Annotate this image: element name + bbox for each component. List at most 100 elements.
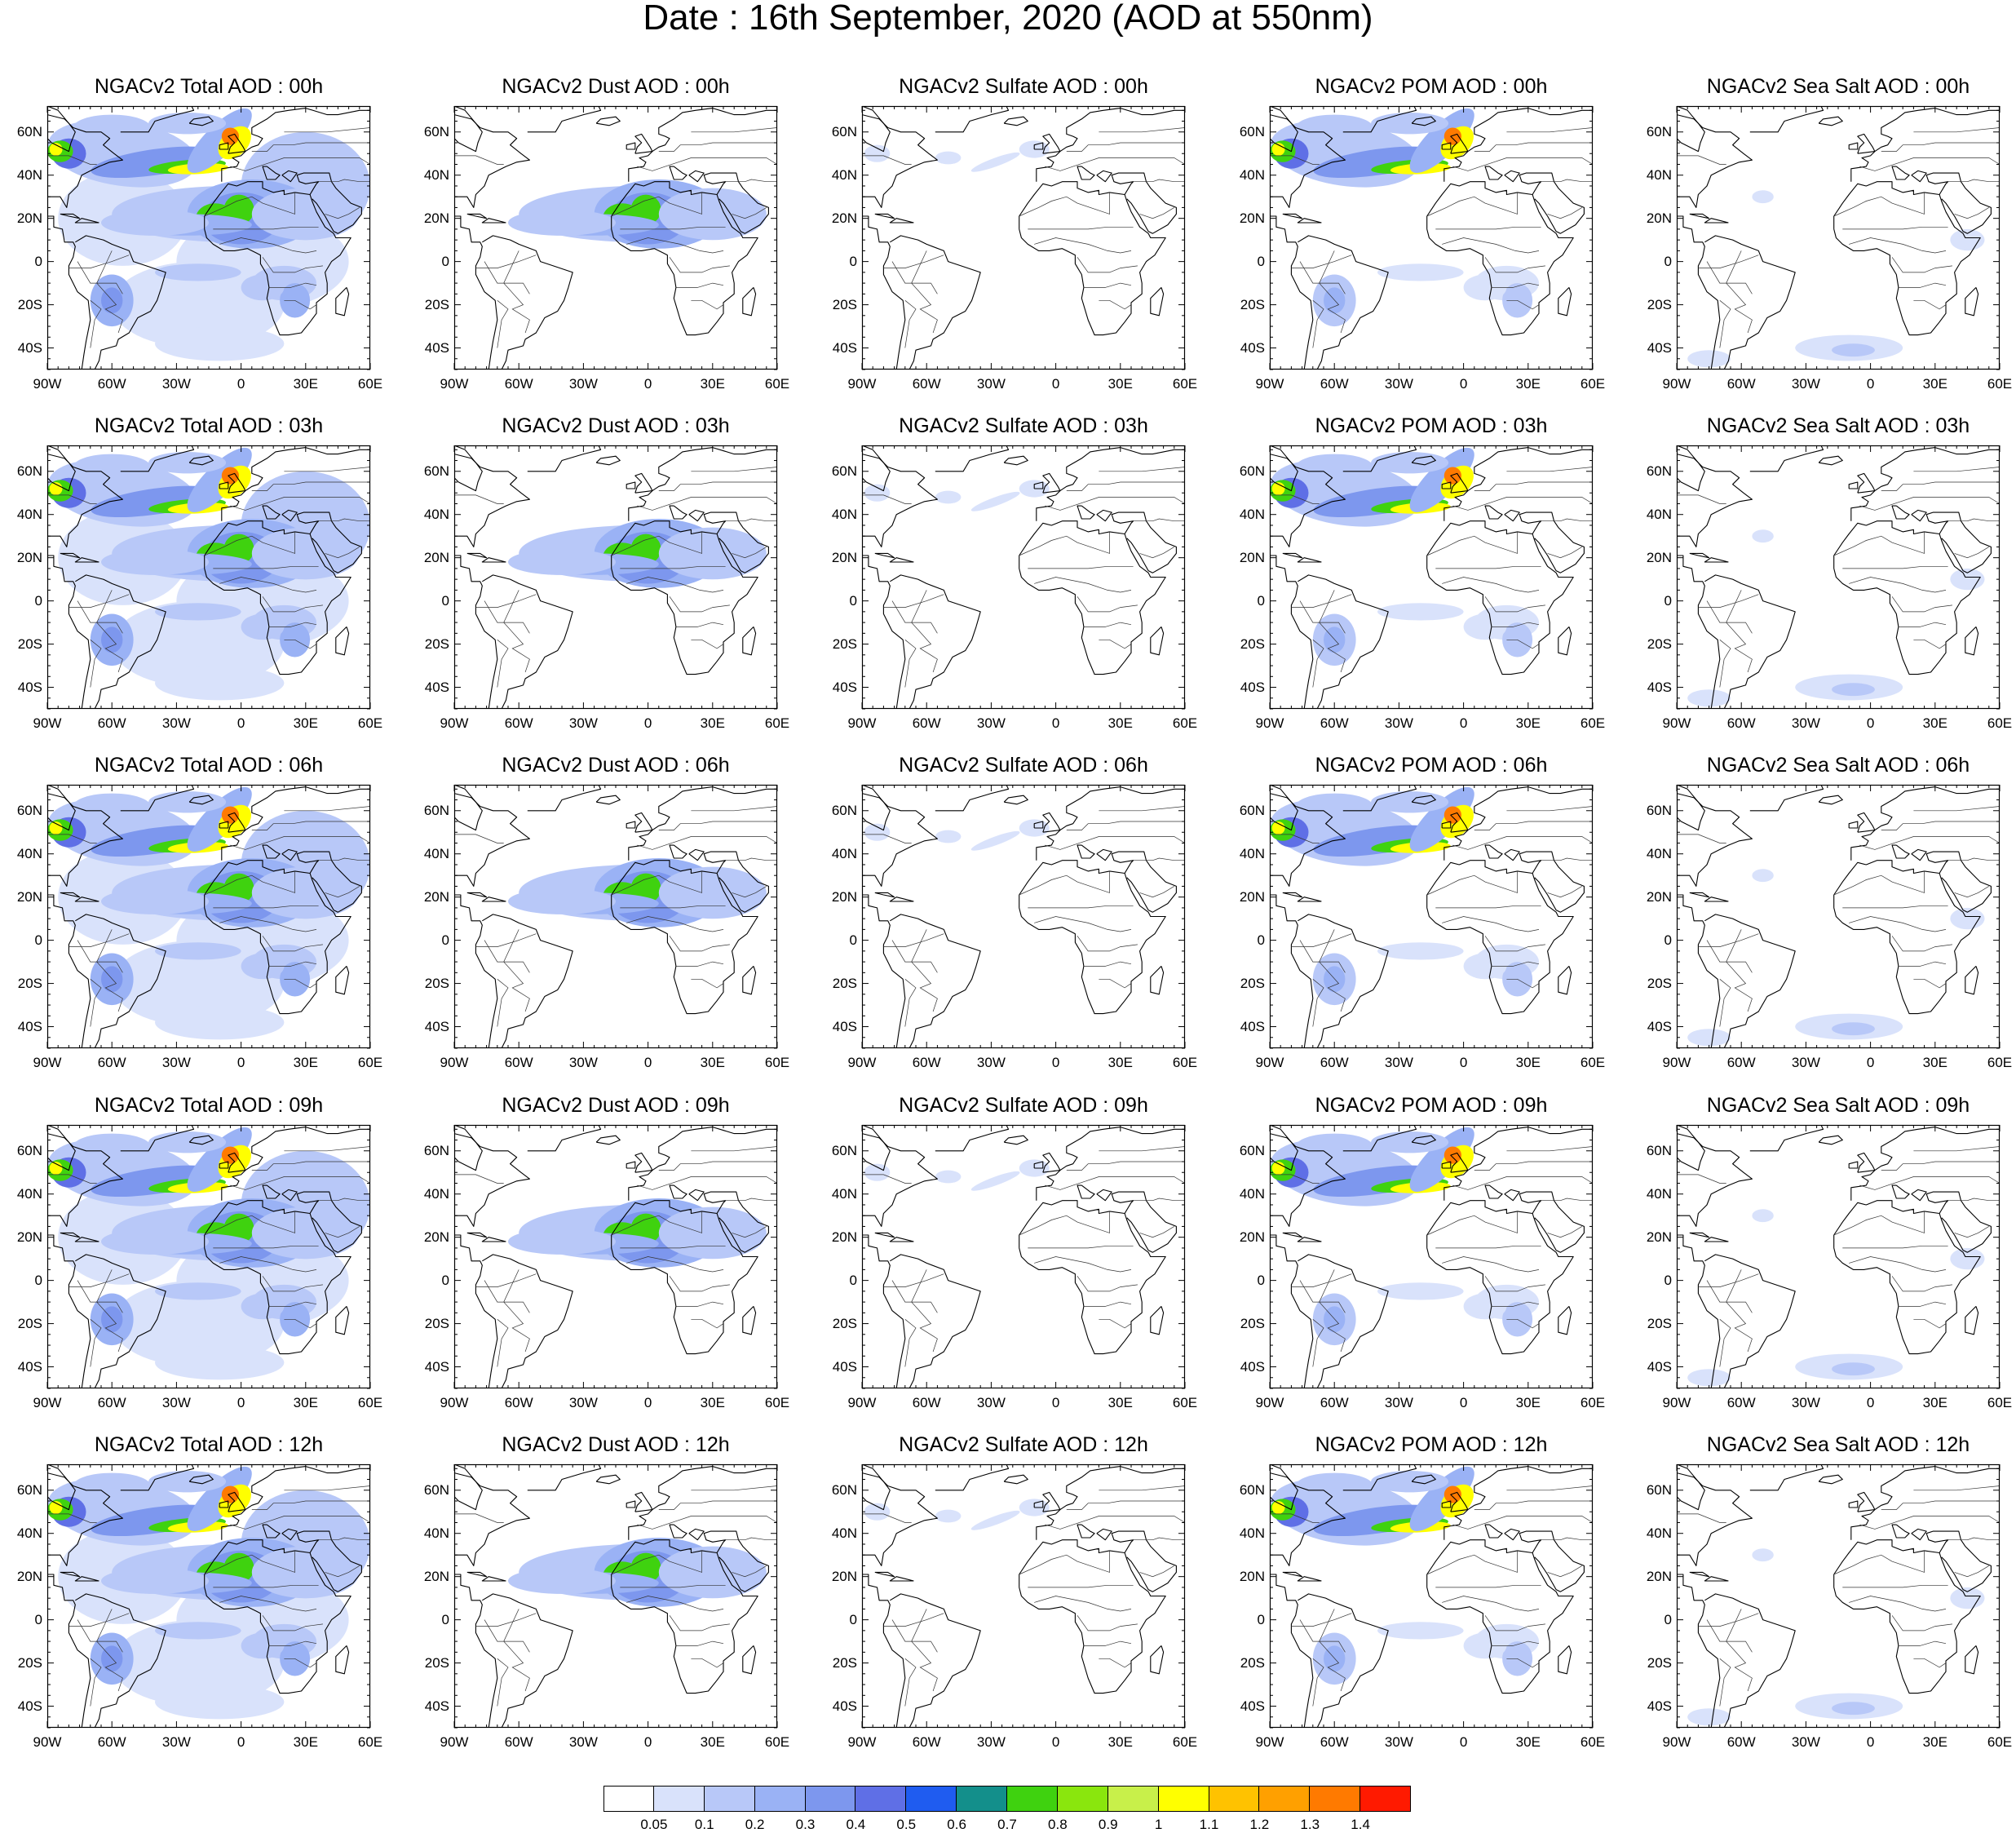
lat-tick-label: 20S (424, 296, 449, 312)
aod-map-total (46, 105, 371, 370)
aod-map-dust (453, 1124, 778, 1389)
country-borders (1270, 1485, 1593, 1707)
lon-tick-label: 60E (1172, 376, 1198, 392)
lat-tick-label: 60N (1646, 1481, 1672, 1498)
aod-blob (1377, 1622, 1464, 1640)
lat-tick-label: 60N (423, 1142, 449, 1158)
lon-tick-label: 90W (1662, 1395, 1691, 1410)
lon-tick-label: 60W (1320, 376, 1349, 392)
lat-tick-label: 20N (1239, 888, 1265, 905)
lat-tick-label: 20N (831, 549, 857, 565)
aod-field (862, 1464, 1185, 1728)
lon-tick-label: 90W (1255, 715, 1284, 731)
aod-field (1677, 445, 2000, 709)
aod-blob (1687, 1369, 1731, 1387)
colorbar-label: 0.6 (947, 1817, 966, 1832)
lon-tick-label: 60W (504, 1395, 533, 1410)
lat-tick-label: 60N (16, 463, 42, 479)
lat-tick-label: 40N (16, 845, 42, 861)
aod-blob (91, 1504, 219, 1537)
coastlines (862, 1464, 1185, 1728)
aod-blob (1443, 127, 1461, 145)
lat-tick-label: 20S (832, 1654, 857, 1671)
aod-blob (101, 210, 209, 236)
lon-tick-label: 30W (568, 1734, 598, 1750)
aod-map-sulfate (861, 784, 1186, 1049)
country-borders (454, 127, 777, 348)
lon-tick-label: 30W (976, 1395, 1006, 1410)
aod-blob (1443, 806, 1461, 824)
colorbar-swatch (1310, 1786, 1361, 1812)
lon-tick-label: 30E (293, 1395, 318, 1410)
aod-blob (251, 188, 360, 241)
aod-blob (101, 549, 209, 575)
lat-tick-label: 20N (1239, 210, 1265, 226)
lat-tick-label: 20N (16, 210, 42, 226)
lat-tick-label: 60N (1239, 1481, 1265, 1498)
aod-blob (112, 261, 285, 348)
colorbar-label: 1.1 (1199, 1817, 1219, 1832)
aod-blob (1443, 1485, 1461, 1503)
lat-tick-label: 40N (16, 506, 42, 522)
aod-blob (970, 1171, 1020, 1191)
coastlines (1677, 106, 2000, 370)
lon-tick-label: 60E (1987, 715, 2013, 731)
aod-field (454, 785, 777, 1048)
aod-blob (935, 151, 962, 165)
lat-tick-label: 40S (832, 339, 857, 356)
lon-tick-label: 90W (847, 1395, 877, 1410)
lat-tick-label: 40S (1240, 339, 1265, 356)
aod-blob (864, 823, 891, 841)
country-borders (1270, 806, 1593, 1027)
lon-tick-label: 60E (764, 1734, 790, 1750)
lat-tick-label: 60N (1239, 802, 1265, 818)
lon-tick-label: 60W (912, 1395, 941, 1410)
aod-blob (1313, 1165, 1442, 1198)
lon-tick-label: 60E (1172, 1055, 1198, 1070)
lat-tick-label: 0 (1257, 1611, 1265, 1627)
aod-blob (91, 1165, 219, 1198)
aod-blob (1752, 529, 1774, 543)
lat-tick-label: 40N (423, 1525, 449, 1541)
lat-tick-label: 0 (849, 1611, 857, 1627)
aod-blob (864, 1163, 891, 1181)
lat-tick-label: 20S (17, 975, 42, 991)
lat-tick-label: 20N (1646, 1229, 1672, 1245)
aod-blob (970, 830, 1020, 851)
lat-tick-label: 40S (424, 1018, 449, 1034)
aod-blob (1463, 613, 1507, 640)
aod-blob (101, 888, 209, 914)
coastlines (862, 785, 1185, 1048)
lat-tick-label: 40N (831, 166, 857, 183)
aod-blob (155, 603, 241, 621)
lon-tick-label: 30E (1922, 1734, 1947, 1750)
aod-blob (1463, 274, 1507, 301)
lon-tick-label: 30E (700, 1395, 725, 1410)
aod-blob (1295, 454, 1373, 480)
country-borders (454, 1485, 777, 1707)
aod-blob (1313, 146, 1442, 179)
aod-map-total (46, 784, 371, 1049)
lon-tick-label: 60W (912, 376, 941, 392)
lat-tick-label: 20N (1646, 210, 1672, 226)
lon-tick-label: 90W (1662, 1055, 1691, 1070)
lat-tick-label: 40S (17, 1698, 42, 1714)
lon-tick-label: 60W (1320, 1734, 1349, 1750)
lat-tick-label: 40S (1647, 1698, 1672, 1714)
aod-blob (935, 830, 962, 843)
lon-tick-label: 90W (33, 1734, 62, 1750)
lon-tick-label: 60W (1726, 1395, 1756, 1410)
coastlines (454, 785, 777, 1048)
lat-tick-label: 60N (423, 123, 449, 139)
aod-blob (970, 152, 1020, 172)
aod-field (862, 1125, 1185, 1388)
coastlines (454, 445, 777, 709)
colorbar-swatch (957, 1786, 1007, 1812)
aod-map-sulfate (861, 105, 1186, 370)
lat-tick-label: 40N (1646, 1525, 1672, 1541)
lon-tick-label: 30E (293, 715, 318, 731)
aod-map-pom (1269, 445, 1594, 710)
lon-tick-label: 30E (1515, 1055, 1541, 1070)
aod-map-dust (453, 1463, 778, 1729)
aod-map-total (46, 445, 371, 710)
